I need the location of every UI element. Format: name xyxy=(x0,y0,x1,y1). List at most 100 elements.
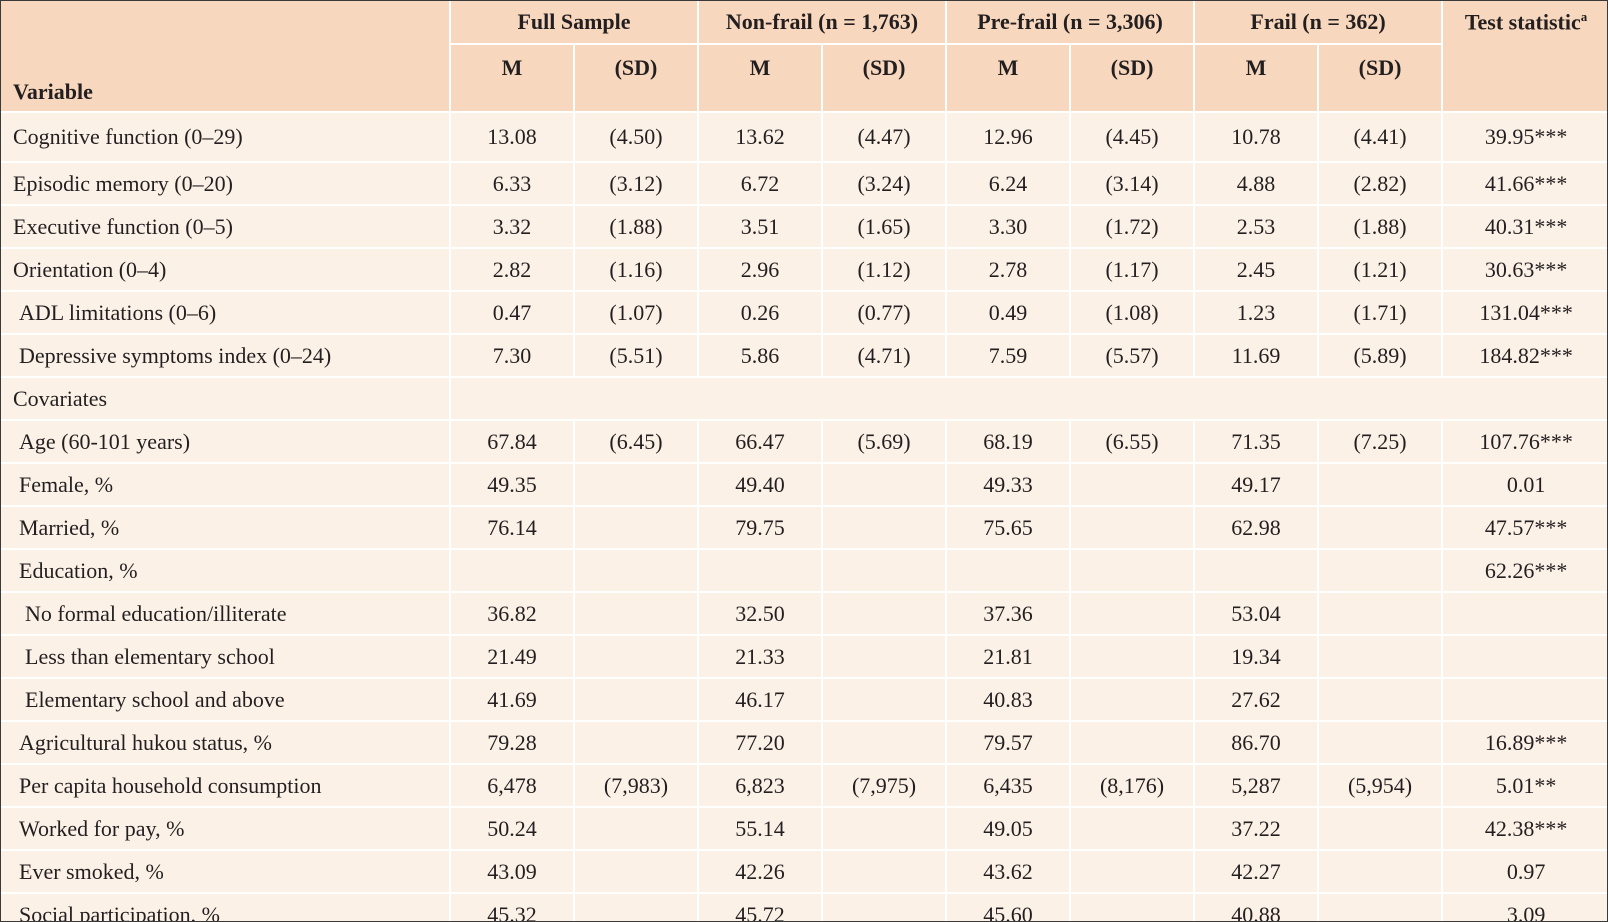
sd-cell xyxy=(822,591,948,635)
table-row: Covariates xyxy=(1,376,1607,420)
sd-cell xyxy=(1318,720,1444,764)
sd-cell: (7,975) xyxy=(822,763,948,807)
table-body: Cognitive function (0–29) 13.08 (4.50) 13.6… xyxy=(1,111,1607,921)
test-statistic-footnote-mark: a xyxy=(1580,9,1588,24)
mean-cell: 49.33 xyxy=(946,462,1072,506)
group-header-pre-frail: Pre-frail (n = 3,306) xyxy=(946,1,1196,45)
table-row: ADL limitations (0–6) 0.47 (1.07) 0.26 (0.77… xyxy=(1,290,1607,334)
mean-header: M xyxy=(946,44,1072,112)
sd-cell xyxy=(1070,591,1196,635)
sd-cell: (8,176) xyxy=(1070,763,1196,807)
mean-cell: 71.35 xyxy=(1194,419,1320,463)
mean-cell: 86.70 xyxy=(1194,720,1320,764)
sd-cell: (3.12) xyxy=(574,161,700,205)
sd-cell xyxy=(1318,505,1444,549)
table-row: Agricultural hukou status, % 79.28 77.20 79… xyxy=(1,720,1607,764)
sd-cell: (1.17) xyxy=(1070,247,1196,291)
sd-cell xyxy=(1318,634,1444,678)
mean-cell: 32.50 xyxy=(698,591,824,635)
mean-cell: 66.47 xyxy=(698,419,824,463)
row-label: Education, % xyxy=(1,548,451,592)
sd-cell xyxy=(574,849,700,893)
mean-cell: 2.45 xyxy=(1194,247,1320,291)
mean-cell: 75.65 xyxy=(946,505,1072,549)
table-row: Orientation (0–4) 2.82 (1.16) 2.96 (1.12) 2.7… xyxy=(1,247,1607,291)
sd-cell xyxy=(1318,806,1444,850)
mean-cell: 2.96 xyxy=(698,247,824,291)
sd-cell: (7,983) xyxy=(574,763,700,807)
sd-cell xyxy=(574,892,700,921)
sd-cell xyxy=(822,806,948,850)
mean-cell: 50.24 xyxy=(450,806,575,850)
sd-cell xyxy=(822,376,947,420)
row-label: Per capita household consumption xyxy=(1,763,451,807)
table-row: Female, % 49.35 49.40 49.33 49.17 0.01 xyxy=(1,462,1607,506)
sd-cell xyxy=(1070,720,1196,764)
sd-cell: (1.21) xyxy=(1318,247,1444,291)
test-statistic-cell: 0.01 xyxy=(1442,462,1607,506)
sd-cell xyxy=(1070,376,1195,420)
mean-cell: 0.26 xyxy=(698,290,824,334)
mean-cell: 2.82 xyxy=(450,247,575,291)
mean-cell: 6.33 xyxy=(450,161,575,205)
table-row: Elementary school and above 41.69 46.17 40.… xyxy=(1,677,1607,721)
mean-cell: 45.72 xyxy=(698,892,824,921)
mean-cell: 67.84 xyxy=(450,419,575,463)
mean-cell: 49.05 xyxy=(946,806,1072,850)
mean-cell: 62.98 xyxy=(1194,505,1320,549)
sd-cell xyxy=(574,505,700,549)
mean-cell: 3.30 xyxy=(946,204,1072,248)
test-statistic-header: Test statistica xyxy=(1442,1,1607,112)
mean-cell: 12.96 xyxy=(946,111,1072,162)
row-label: Ever smoked, % xyxy=(1,849,451,893)
sd-cell xyxy=(1318,849,1444,893)
mean-cell: 37.36 xyxy=(946,591,1072,635)
table-row: Married, % 76.14 79.75 75.65 62.98 47.57*** xyxy=(1,505,1607,549)
row-label: Agricultural hukou status, % xyxy=(1,720,451,764)
mean-cell: 40.83 xyxy=(946,677,1072,721)
sd-cell: (1.65) xyxy=(822,204,948,248)
sd-cell: (4.71) xyxy=(822,333,948,377)
mean-cell: 0.47 xyxy=(450,290,575,334)
mean-cell: 21.49 xyxy=(450,634,575,678)
sd-cell: (4.41) xyxy=(1318,111,1444,162)
row-label: Cognitive function (0–29) xyxy=(1,111,451,162)
mean-cell: 40.88 xyxy=(1194,892,1320,921)
sd-cell xyxy=(1318,462,1444,506)
test-statistic-cell: 39.95*** xyxy=(1442,111,1607,162)
mean-cell: 77.20 xyxy=(698,720,824,764)
row-label: Married, % xyxy=(1,505,451,549)
row-label: Worked for pay, % xyxy=(1,806,451,850)
test-statistic-cell xyxy=(1442,591,1607,635)
table-row: Age (60-101 years) 67.84 (6.45) 66.47 (5.69)… xyxy=(1,419,1607,463)
group-header-full-sample: Full Sample xyxy=(450,1,700,45)
mean-cell: 79.28 xyxy=(450,720,575,764)
mean-cell: 49.17 xyxy=(1194,462,1320,506)
mean-cell: 36.82 xyxy=(450,591,575,635)
test-statistic-cell: 3.09 xyxy=(1442,892,1607,921)
mean-cell xyxy=(698,376,823,420)
mean-cell xyxy=(946,376,1071,420)
sd-cell xyxy=(1070,806,1196,850)
mean-cell: 21.81 xyxy=(946,634,1072,678)
mean-cell: 79.57 xyxy=(946,720,1072,764)
test-statistic-label: Test statistic xyxy=(1464,9,1581,35)
group-header-non-frail: Non-frail (n = 1,763) xyxy=(698,1,948,45)
table-row: Per capita household consumption 6,478 (7,… xyxy=(1,763,1607,807)
sd-cell xyxy=(1070,548,1196,592)
sd-cell xyxy=(1070,892,1196,921)
mean-cell: 68.19 xyxy=(946,419,1072,463)
test-statistic-cell: 5.01** xyxy=(1442,763,1607,807)
table-row: Executive function (0–5) 3.32 (1.88) 3.51 (1… xyxy=(1,204,1607,248)
row-label: Episodic memory (0–20) xyxy=(1,161,451,205)
mean-cell xyxy=(1194,548,1320,592)
table-row: Cognitive function (0–29) 13.08 (4.50) 13.6… xyxy=(1,111,1607,162)
mean-cell: 1.23 xyxy=(1194,290,1320,334)
mean-cell: 45.60 xyxy=(946,892,1072,921)
test-statistic-cell: 62.26*** xyxy=(1442,548,1607,592)
sd-cell xyxy=(822,892,948,921)
sd-cell xyxy=(574,591,700,635)
sd-cell: (4.50) xyxy=(574,111,700,162)
sd-cell: (5.57) xyxy=(1070,333,1196,377)
